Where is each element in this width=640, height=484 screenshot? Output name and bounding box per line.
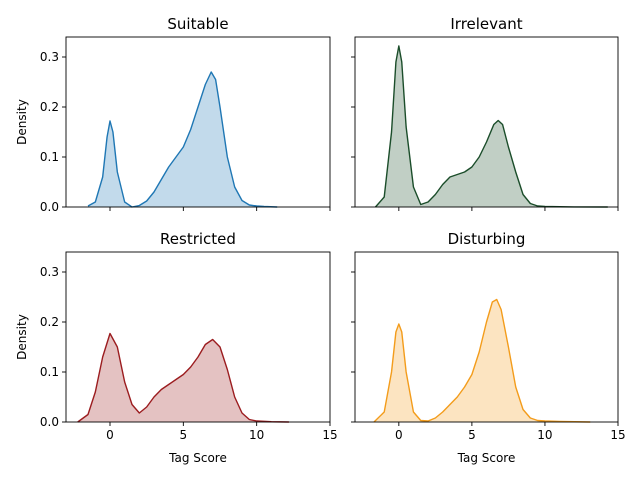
density-line — [87, 71, 278, 208]
axes-frame — [354, 251, 619, 423]
density-area-fill — [77, 333, 289, 422]
density-line — [373, 298, 591, 423]
x-axis-label: Tag Score — [168, 451, 227, 465]
y-tick-label: 0.3 — [40, 265, 59, 279]
x-axis-label: Tag Score — [457, 451, 516, 465]
x-tick-label: 10 — [249, 428, 264, 442]
y-tick-label: 0.3 — [40, 50, 59, 64]
x-tick-label: 5 — [468, 428, 476, 442]
panel-title: Suitable — [167, 15, 228, 33]
panel-restricted: Restricted 0.0 0.1 0.2 0.3 0 5 10 15 Density Tag S… — [15, 230, 338, 465]
y-tick-label: 0.0 — [40, 415, 59, 429]
panel-title: Disturbing — [448, 230, 526, 248]
x-tick-label: 0 — [395, 428, 403, 442]
y-axis-label: Density — [15, 314, 29, 360]
y-tick-label: 0.1 — [40, 365, 59, 379]
x-tick-label: 15 — [322, 428, 337, 442]
density-line — [374, 45, 608, 208]
panel-irrelevant: Irrelevant — [351, 15, 619, 211]
x-tick-label: 10 — [537, 428, 552, 442]
axes-frame — [65, 36, 331, 208]
y-axis-label: Density — [15, 99, 29, 145]
y-tick-label: 0.1 — [40, 150, 59, 164]
panel-title: Irrelevant — [450, 15, 522, 33]
density-area-fill — [88, 72, 278, 207]
axes-frame — [65, 251, 331, 423]
x-tick-label: 5 — [180, 428, 188, 442]
y-tick-label: 0.2 — [40, 315, 59, 329]
density-area-fill — [375, 46, 608, 207]
y-tick-label: 0.2 — [40, 100, 59, 114]
density-area-fill — [373, 299, 591, 422]
axes-frame — [354, 36, 619, 208]
panel-suitable: Suitable 0.0 0.1 0.2 0.3 Density — [15, 15, 331, 214]
y-tick-label: 0.0 — [40, 200, 59, 214]
x-tick-label: 15 — [610, 428, 625, 442]
panel-disturbing: Disturbing 0 5 10 15 Tag Score — [351, 230, 626, 465]
density-line — [77, 332, 289, 423]
panel-title: Restricted — [160, 230, 236, 248]
x-tick-label: 0 — [106, 428, 114, 442]
